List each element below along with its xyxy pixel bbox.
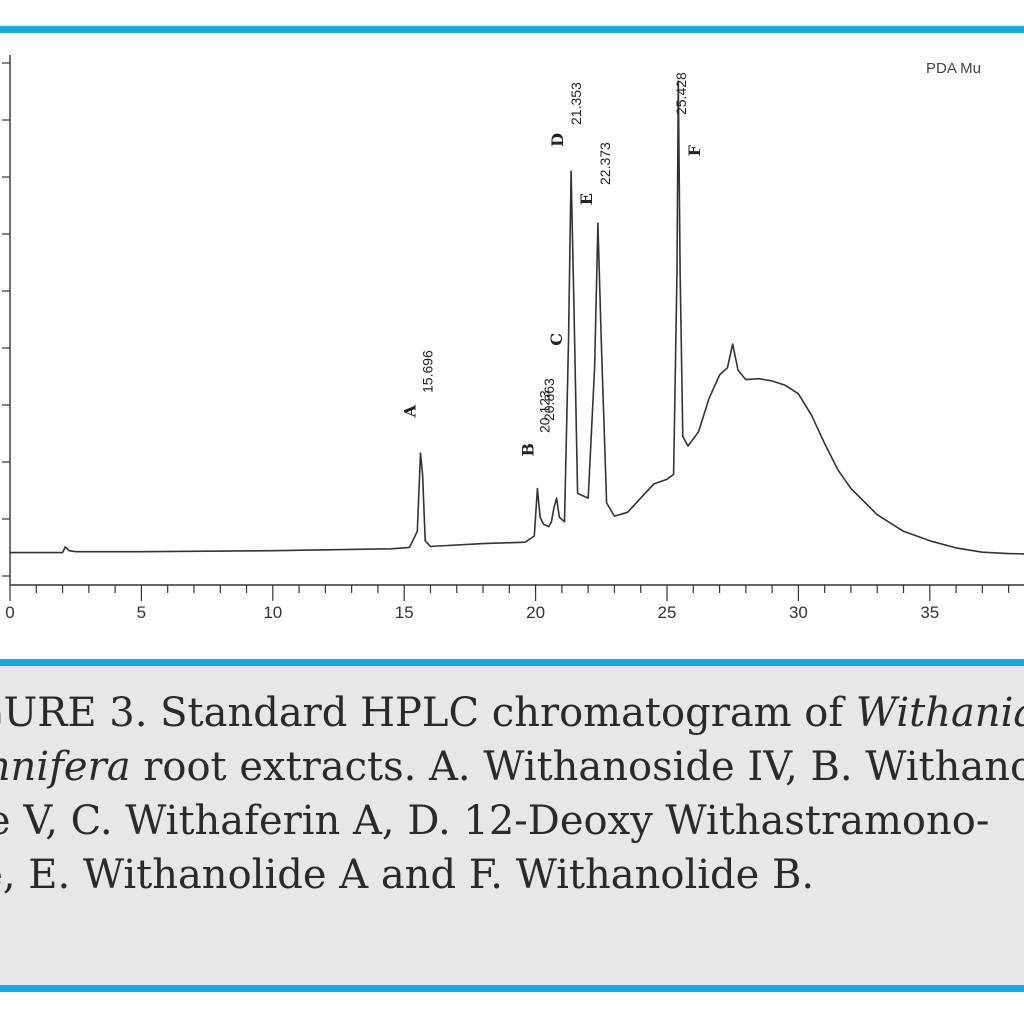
peak-letter-f: F bbox=[685, 144, 704, 156]
peak-letter-a: A bbox=[401, 404, 420, 418]
axes: 0 5 10 15 20 25 30 35 bbox=[2, 55, 1024, 622]
peak-rt-c: 20.863 bbox=[541, 378, 557, 421]
caption-text-segment: FIGURE 3. Standard HPLC chromatogram of bbox=[0, 690, 856, 736]
caption-line: somnifera root extracts. A. Withanoside … bbox=[0, 740, 1024, 794]
peak-rt-b: 20.123 bbox=[536, 390, 552, 433]
x-tick-label: 25 bbox=[658, 603, 677, 622]
x-tick-label: 15 bbox=[395, 603, 414, 622]
peak-letter-e: E bbox=[577, 193, 596, 205]
x-tick-label: 20 bbox=[526, 603, 545, 622]
x-tick-label: 5 bbox=[137, 603, 146, 622]
x-tick-label: 10 bbox=[263, 603, 282, 622]
caption-text: FIGURE 3. Standard HPLC chromatogram of … bbox=[0, 686, 1024, 902]
caption-line: FIGURE 3. Standard HPLC chromatogram of … bbox=[0, 686, 1024, 740]
bottom-rule bbox=[0, 985, 1024, 992]
peak-letter-c: C bbox=[547, 333, 566, 346]
peak-rt-e: 22.373 bbox=[597, 142, 613, 185]
chromatogram-chart: 0 5 10 15 20 25 30 35 A 15.696 B 20.123 C 20.863 D 21.… bbox=[0, 33, 1024, 659]
x-tick-label: 35 bbox=[920, 603, 939, 622]
caption-italic-segment: somnifera bbox=[0, 744, 131, 790]
peak-rt-d: 21.353 bbox=[568, 82, 584, 125]
caption-text-segment: side V, C. Withaferin A, D. 12-Deoxy Wit… bbox=[0, 798, 990, 844]
caption-text-segment: lide, E. Withanolide A and F. Withanolid… bbox=[0, 852, 815, 898]
peak-rt-f: 25.428 bbox=[673, 72, 689, 115]
figure-caption: FIGURE 3. Standard HPLC chromatogram of … bbox=[0, 666, 1024, 985]
peak-rt-a: 15.696 bbox=[420, 350, 436, 393]
x-tick-label: 0 bbox=[5, 603, 14, 622]
caption-line: lide, E. Withanolide A and F. Withanolid… bbox=[0, 848, 1024, 902]
caption-italic-segment: Withania bbox=[855, 690, 1024, 736]
caption-line: side V, C. Withaferin A, D. 12-Deoxy Wit… bbox=[0, 794, 1024, 848]
top-rule bbox=[0, 26, 1024, 33]
detector-label: PDA Mu bbox=[926, 60, 981, 77]
peak-letter-b: B bbox=[518, 443, 537, 457]
peak-labels: A15.696 B 20.123 C 20.863 D21.353 E22.373 F 25.4… bbox=[401, 72, 705, 457]
peak-letter-d: D bbox=[548, 133, 567, 147]
chromatogram-svg: 0 5 10 15 20 25 30 35 A15.696 B 20.123 C 20.863 D21.… bbox=[2, 55, 1024, 622]
middle-rule bbox=[0, 659, 1024, 666]
trace-group bbox=[10, 80, 1024, 555]
caption-text-segment: root extracts. A. Withanoside IV, B. Wit… bbox=[130, 744, 1024, 790]
x-tick-label: 30 bbox=[789, 603, 808, 622]
chromatogram-trace bbox=[10, 80, 1024, 555]
